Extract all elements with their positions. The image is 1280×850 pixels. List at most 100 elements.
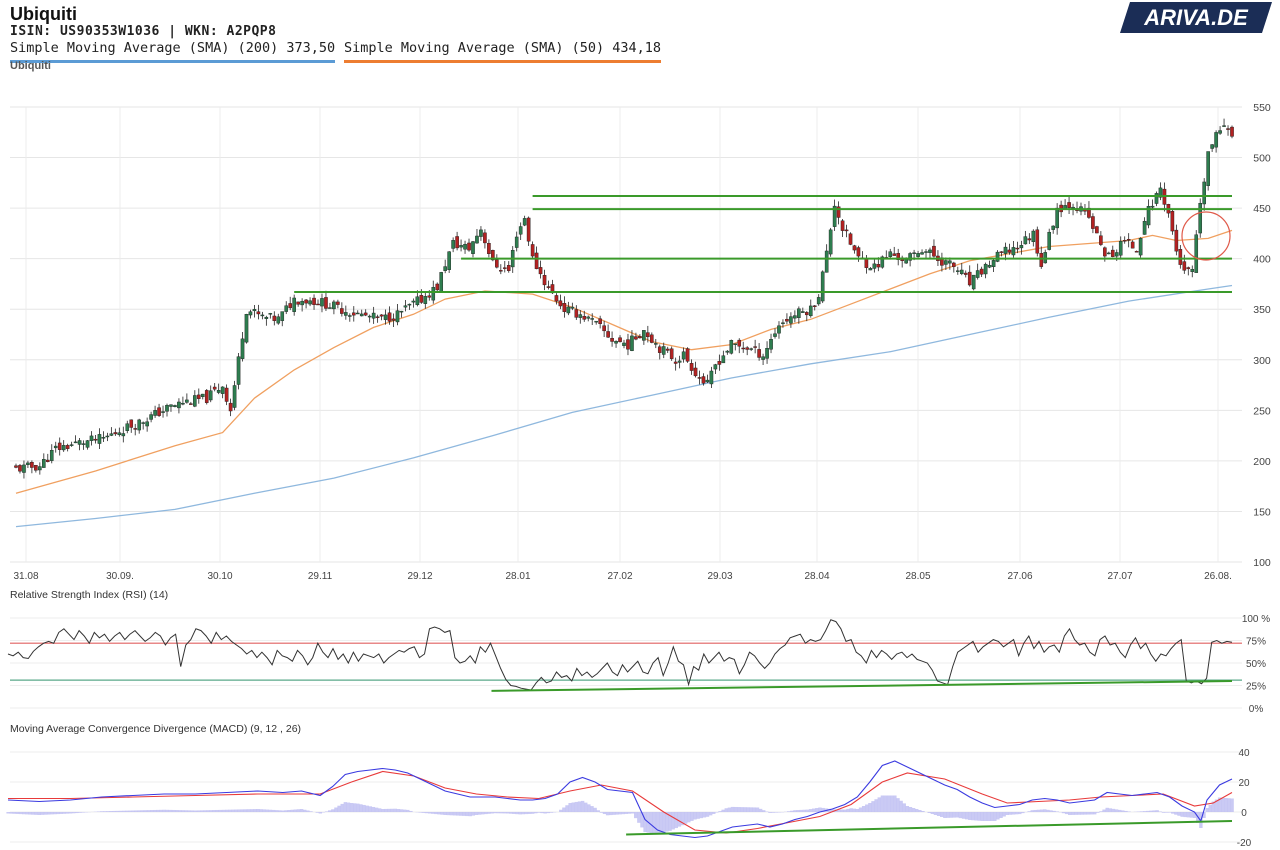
candle (717, 361, 722, 365)
macd-histogram-bar (365, 805, 369, 812)
macd-histogram-bar (999, 812, 1003, 818)
candle (948, 260, 952, 264)
candle (1194, 234, 1199, 273)
candle (709, 370, 714, 385)
macd-histogram-bar (9, 812, 13, 814)
macd-histogram-bar (1192, 812, 1197, 818)
candle (105, 435, 110, 438)
macd-histogram-bar (153, 809, 157, 812)
macd-histogram-bar (699, 812, 703, 819)
rsi-divergence-line (491, 680, 1233, 692)
candle (566, 306, 571, 314)
macd-histogram-bar (983, 812, 988, 821)
candle (399, 310, 404, 313)
legend-sma200[interactable]: Simple Moving Average (SMA) (200) 373,50 (10, 40, 336, 63)
macd-histogram-bar (1121, 810, 1125, 812)
candle (526, 217, 531, 242)
candle (1003, 246, 1008, 254)
chart-subtitle: Ubiquiti (10, 60, 51, 72)
candle (944, 260, 948, 265)
macd-histogram-bar (43, 812, 48, 815)
macd-histogram-bar (559, 809, 563, 812)
legend-sma50[interactable]: Simple Moving Average (SMA) (50) 434,18 (344, 40, 661, 63)
macd-histogram-bar (46, 812, 51, 815)
macd-histogram-bar (505, 812, 510, 814)
candle (340, 308, 344, 314)
macd-histogram-bar (15, 812, 20, 814)
macd-line (7, 760, 1233, 839)
macd-histogram-bar (331, 809, 335, 812)
candle (81, 443, 86, 445)
macd-histogram-bar (1008, 812, 1013, 815)
candle (133, 428, 138, 430)
candle (53, 445, 58, 449)
macd-histogram-bar (103, 811, 107, 812)
candle (1011, 247, 1016, 256)
macd-histogram-bar (199, 810, 204, 812)
macd-histogram-bar (1167, 812, 1172, 813)
macd-histogram-bar (324, 811, 329, 812)
price-panel: 100 150 200 250 300 350 400 450 500 550 31.08 30.09… (10, 102, 1271, 582)
macd-histogram-bar (509, 812, 513, 814)
macd-histogram-bar (855, 809, 860, 812)
macd-histogram-bar (690, 812, 694, 821)
macd-histogram-bar (1139, 811, 1144, 812)
candle (1035, 229, 1040, 254)
candle (769, 339, 773, 350)
candle (196, 394, 201, 399)
candle (34, 465, 38, 471)
candle (991, 260, 996, 268)
candle (375, 316, 380, 318)
candle (439, 272, 444, 292)
macd-histogram-bar (790, 810, 794, 812)
macd-histogram-bar (655, 812, 660, 835)
macd-histogram-bar (1049, 810, 1053, 812)
candle (264, 316, 269, 319)
macd-histogram-bar (249, 809, 254, 812)
candle (18, 465, 22, 472)
candle (280, 311, 285, 321)
candle (189, 403, 193, 405)
macd-histogram-bar (518, 812, 522, 815)
candle (1182, 261, 1187, 271)
macd-histogram-bar (1161, 812, 1166, 813)
macd-histogram-bar (150, 810, 154, 812)
candle (598, 318, 602, 325)
candle (292, 297, 296, 312)
macd-histogram-bar (299, 809, 304, 812)
candle (1218, 130, 1222, 134)
ariva-logo[interactable]: ARIVA.DE (1120, 2, 1272, 33)
macd-histogram-bar (434, 812, 438, 815)
macd-histogram-bar (1064, 812, 1069, 815)
candle (129, 419, 134, 428)
candle (848, 233, 853, 245)
candle (1130, 241, 1135, 249)
price-axis-label: 550 (1253, 102, 1271, 114)
sma200-line (15, 284, 1233, 528)
candle (161, 411, 165, 413)
candle (995, 251, 1000, 262)
macd-histogram-bar (1211, 801, 1216, 812)
macd-histogram-bar (490, 812, 494, 814)
macd-histogram-bar (234, 809, 238, 812)
candle (844, 229, 849, 232)
macd-histogram-bar (496, 812, 501, 814)
macd-histogram-bar (580, 800, 585, 812)
macd-histogram-bar (743, 807, 747, 812)
macd-histogram-bar (328, 810, 332, 812)
macd-histogram-bar (443, 812, 447, 815)
macd-histogram-bar (196, 810, 201, 812)
macd-histogram-bar (362, 804, 366, 812)
macd-histogram-bar (1105, 807, 1109, 812)
macd-histogram-bar (543, 812, 547, 814)
macd-histogram-bar (1061, 812, 1066, 814)
candle (979, 268, 984, 275)
macd-histogram-bar (512, 812, 516, 814)
macd-histogram-bar (1036, 809, 1041, 812)
candle (93, 438, 98, 441)
candle (896, 253, 900, 260)
macd-histogram-bar (171, 809, 176, 812)
legend-sma50-swatch (344, 60, 661, 63)
candle (741, 347, 746, 350)
macd-histogram-bar (640, 812, 644, 828)
